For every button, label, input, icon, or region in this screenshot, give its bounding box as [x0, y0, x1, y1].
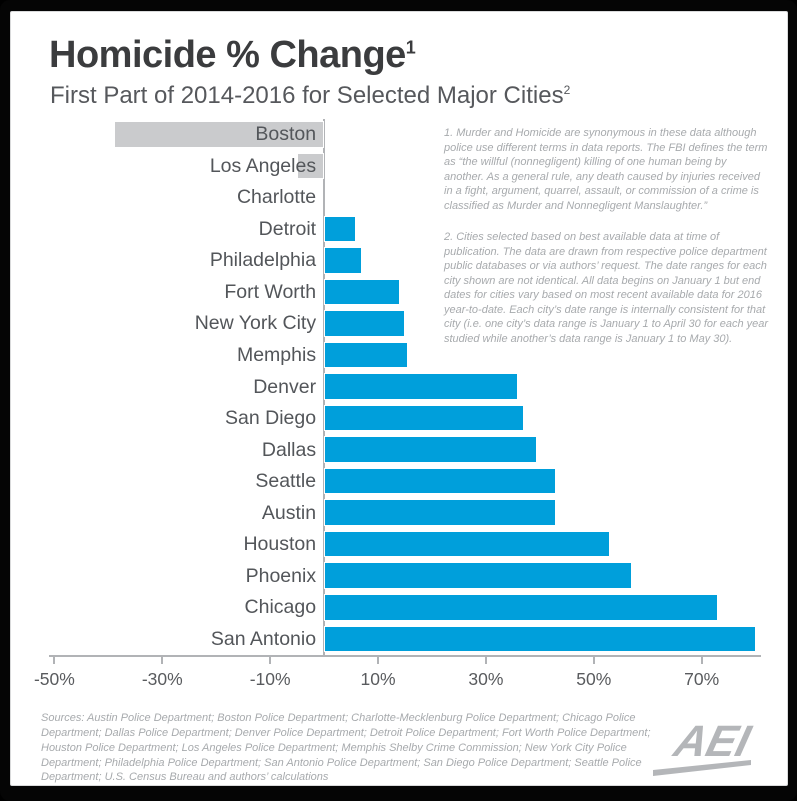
footnote-2: 2. Cities selected based on best availab… — [444, 231, 769, 345]
category-label: Austin — [261, 501, 317, 524]
positive-bar — [324, 404, 524, 432]
aei-logo-text: AEI — [669, 718, 757, 766]
positive-bar — [324, 530, 610, 558]
aei-logo-swoosh — [653, 760, 751, 776]
category-label: Memphis — [236, 343, 317, 366]
category-label: Dallas — [261, 438, 317, 461]
category-label: Boston — [255, 123, 317, 146]
bar-row: Boston — [49, 119, 761, 151]
x-axis-line — [49, 655, 761, 657]
positive-bar — [324, 278, 400, 306]
category-label: Chicago — [244, 596, 317, 619]
bar-row: Los Angeles — [49, 151, 761, 183]
bar-row: Memphis — [49, 340, 761, 372]
tick-mark — [161, 657, 164, 664]
bar-row: San Diego — [49, 403, 761, 435]
positive-bar — [324, 373, 519, 400]
bar-row: Charlotte — [49, 182, 761, 214]
aei-logo: AEI — [653, 718, 757, 776]
bar-row: Chicago — [49, 592, 761, 624]
positive-bar — [324, 436, 538, 463]
category-label: Phoenix — [245, 564, 317, 587]
positive-bar — [324, 341, 408, 369]
bar-rows: Boston Los Angeles Charlotte Detroit Philade… — [49, 119, 761, 655]
category-label: San Diego — [225, 407, 317, 430]
tick-label: 70% — [684, 669, 720, 689]
tick-label: 10% — [360, 669, 396, 689]
title-text: Homicide % Change — [49, 34, 406, 76]
tick-label: -10% — [249, 669, 291, 689]
footnotes: 1. Murder and Homicide are synonymous in… — [444, 126, 769, 346]
category-label: Fort Worth — [224, 280, 317, 303]
bar-row: Detroit — [49, 214, 761, 246]
bar-row: Denver — [49, 371, 761, 403]
category-label: Los Angeles — [209, 154, 317, 177]
footnote-1: 1. Murder and Homicide are synonymous in… — [444, 127, 768, 212]
negative-bar — [113, 121, 325, 148]
bar-row: New York City — [49, 308, 761, 340]
bar-chart: Boston Los Angeles Charlotte Detroit Philade… — [34, 119, 761, 689]
title-superscript: 1 — [405, 37, 416, 58]
tick-mark — [592, 657, 595, 664]
positive-bar — [324, 562, 632, 589]
bar-row: Seattle — [49, 466, 761, 498]
page-title: Homicide % Change1 — [49, 34, 416, 77]
subtitle-text: First Part of 2014-2016 for Selected Maj… — [50, 82, 564, 109]
tick-mark — [269, 657, 272, 664]
category-label: Philadelphia — [209, 249, 317, 272]
positive-bar — [324, 499, 557, 526]
tick-mark — [700, 657, 703, 664]
bar-row: Dallas — [49, 434, 761, 466]
subtitle-superscript: 2 — [563, 83, 571, 97]
tick-mark — [377, 657, 380, 664]
bar-row: Fort Worth — [49, 277, 761, 309]
category-label: Detroit — [258, 217, 317, 240]
positive-bar — [324, 310, 405, 337]
bar-row: Philadelphia — [49, 245, 761, 277]
category-label: San Antonio — [210, 627, 317, 650]
negative-bar — [297, 152, 325, 180]
category-label: New York City — [194, 312, 317, 335]
tick-mark — [53, 657, 56, 664]
category-label: Denver — [253, 375, 317, 398]
bar-row: San Antonio — [49, 624, 761, 656]
positive-bar — [324, 625, 756, 653]
tick-label: 50% — [576, 669, 612, 689]
page-subtitle: First Part of 2014-2016 for Selected Maj… — [50, 82, 570, 110]
bar-row: Phoenix — [49, 560, 761, 592]
source-note: Sources: Austin Police Department; Bosto… — [41, 712, 651, 784]
chart-panel: Homicide % Change1 First Part of 2014-20… — [10, 11, 788, 786]
tick-mark — [484, 657, 487, 664]
positive-bar — [324, 215, 357, 243]
category-label: Seattle — [255, 470, 317, 493]
tick-label: 30% — [468, 669, 504, 689]
category-label: Houston — [243, 533, 317, 556]
tick-label: -30% — [141, 669, 183, 689]
bar-row: Austin — [49, 497, 761, 529]
positive-bar — [324, 467, 557, 495]
bar-row: Houston — [49, 529, 761, 561]
tick-label: -50% — [33, 669, 75, 689]
positive-bar — [324, 247, 362, 274]
positive-bar — [324, 593, 718, 621]
category-label: Charlotte — [236, 186, 317, 209]
